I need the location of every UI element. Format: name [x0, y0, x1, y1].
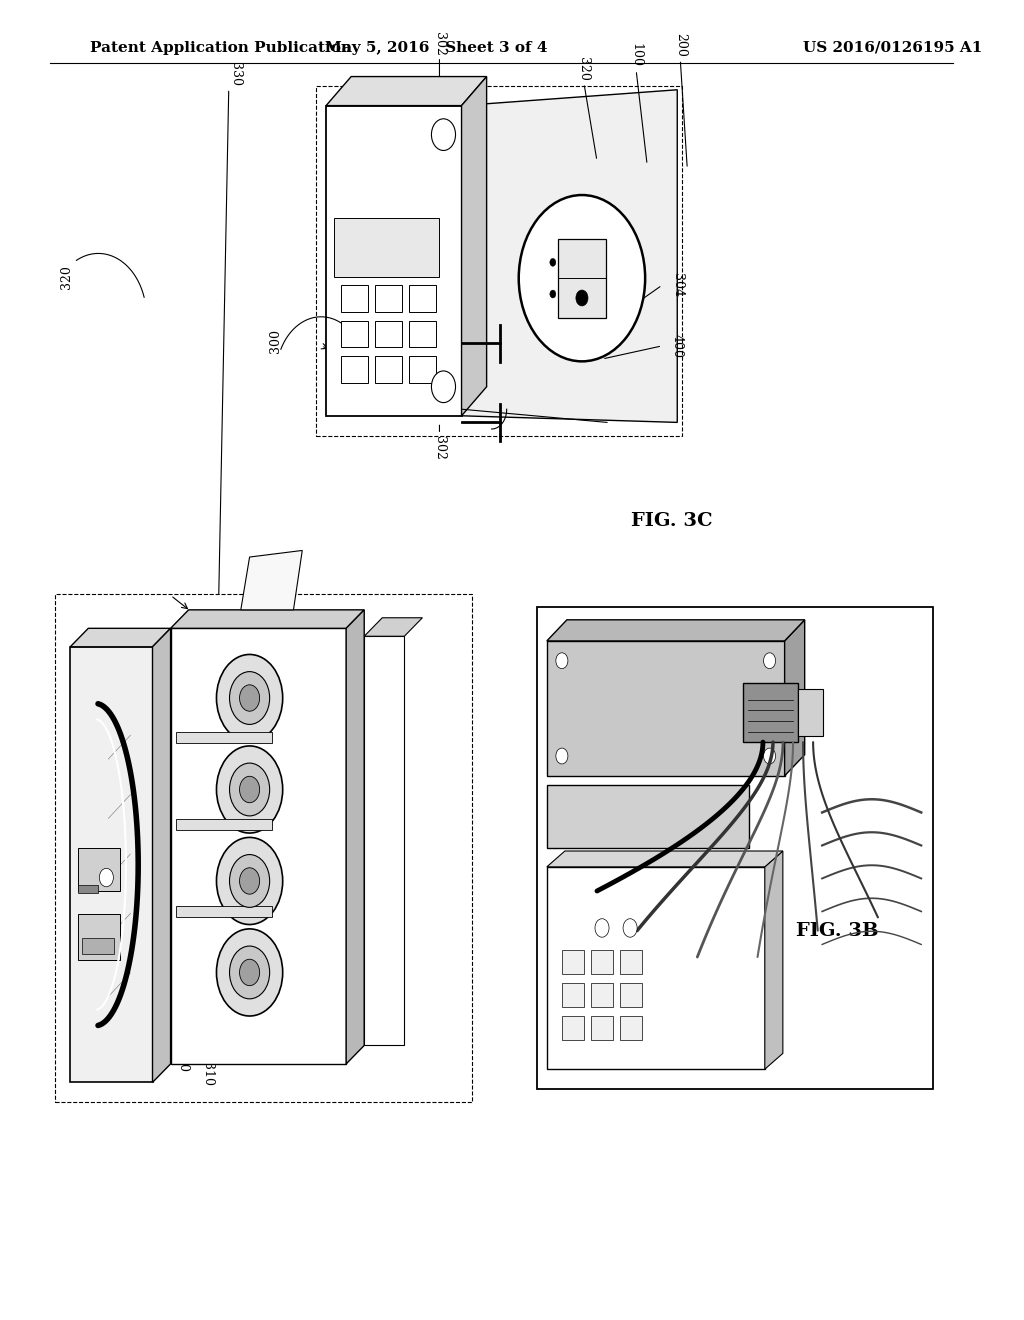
- Text: 302: 302: [433, 32, 446, 55]
- Bar: [341, 321, 369, 347]
- Bar: [82, 939, 115, 954]
- Bar: [341, 249, 369, 276]
- Bar: [334, 218, 439, 277]
- Bar: [798, 689, 823, 735]
- Bar: [410, 249, 436, 276]
- Text: 304: 304: [671, 273, 684, 297]
- Bar: [55, 594, 472, 1102]
- Bar: [78, 886, 98, 894]
- Polygon shape: [346, 610, 365, 1064]
- Bar: [562, 1016, 584, 1040]
- Bar: [410, 356, 436, 383]
- Text: FIG. 3C: FIG. 3C: [632, 512, 713, 531]
- Bar: [375, 321, 402, 347]
- Bar: [375, 285, 402, 312]
- Bar: [562, 983, 584, 1007]
- Bar: [316, 86, 682, 436]
- Bar: [78, 849, 121, 891]
- Bar: [171, 628, 346, 1064]
- Bar: [410, 285, 436, 312]
- Circle shape: [229, 672, 269, 725]
- Polygon shape: [784, 620, 805, 776]
- Text: 310: 310: [201, 1063, 214, 1086]
- Bar: [591, 1016, 613, 1040]
- Circle shape: [519, 195, 645, 362]
- Circle shape: [240, 867, 260, 894]
- Circle shape: [575, 290, 588, 306]
- Circle shape: [99, 869, 114, 887]
- Polygon shape: [765, 851, 783, 1069]
- Circle shape: [764, 748, 775, 764]
- Circle shape: [240, 960, 260, 986]
- Bar: [537, 607, 933, 1089]
- Circle shape: [431, 119, 456, 150]
- Circle shape: [556, 748, 568, 764]
- Text: 320: 320: [578, 57, 591, 81]
- Circle shape: [550, 290, 556, 298]
- Bar: [175, 731, 272, 742]
- Polygon shape: [326, 77, 486, 106]
- Circle shape: [229, 946, 269, 999]
- Text: US 2016/0126195 A1: US 2016/0126195 A1: [803, 41, 982, 54]
- Circle shape: [240, 776, 260, 803]
- Bar: [410, 321, 436, 347]
- Text: 400: 400: [671, 334, 684, 358]
- Bar: [341, 356, 369, 383]
- Bar: [591, 983, 613, 1007]
- Polygon shape: [153, 628, 171, 1082]
- Text: 300: 300: [176, 1048, 189, 1072]
- Text: 300: 300: [269, 329, 283, 352]
- Circle shape: [229, 763, 269, 816]
- Polygon shape: [547, 851, 783, 867]
- Text: 302: 302: [433, 436, 446, 459]
- Bar: [547, 642, 784, 776]
- Circle shape: [216, 929, 283, 1016]
- Text: May 5, 2016   Sheet 3 of 4: May 5, 2016 Sheet 3 of 4: [326, 41, 548, 54]
- Circle shape: [216, 655, 283, 742]
- Bar: [547, 785, 749, 849]
- Bar: [175, 818, 272, 829]
- Polygon shape: [462, 90, 677, 422]
- Text: 100: 100: [630, 44, 643, 67]
- Polygon shape: [462, 77, 486, 416]
- Polygon shape: [71, 628, 171, 647]
- Bar: [558, 239, 606, 318]
- Text: 200: 200: [674, 33, 687, 57]
- Bar: [742, 682, 798, 742]
- Polygon shape: [547, 620, 805, 642]
- Text: 320: 320: [59, 265, 73, 289]
- Circle shape: [216, 746, 283, 833]
- Bar: [562, 950, 584, 974]
- Circle shape: [431, 371, 456, 403]
- Bar: [375, 356, 402, 383]
- Circle shape: [216, 837, 283, 924]
- Bar: [175, 906, 272, 916]
- Circle shape: [240, 685, 260, 711]
- Polygon shape: [365, 618, 423, 636]
- Circle shape: [550, 259, 556, 267]
- Bar: [365, 636, 404, 1045]
- Bar: [591, 950, 613, 974]
- Circle shape: [556, 653, 568, 669]
- Text: 330: 330: [229, 62, 243, 86]
- Polygon shape: [241, 550, 302, 610]
- Bar: [621, 983, 642, 1007]
- Bar: [621, 950, 642, 974]
- Polygon shape: [171, 610, 365, 628]
- Text: FIG. 3A: FIG. 3A: [296, 921, 377, 940]
- Circle shape: [623, 919, 637, 937]
- Bar: [547, 867, 765, 1069]
- Bar: [326, 106, 462, 416]
- Circle shape: [595, 919, 609, 937]
- Bar: [71, 647, 153, 1082]
- Circle shape: [229, 854, 269, 907]
- Text: Patent Application Publication: Patent Application Publication: [90, 41, 352, 54]
- Bar: [375, 249, 402, 276]
- Bar: [78, 915, 121, 961]
- Circle shape: [764, 653, 775, 669]
- Text: FIG. 3B: FIG. 3B: [797, 921, 880, 940]
- Bar: [621, 1016, 642, 1040]
- Bar: [341, 285, 369, 312]
